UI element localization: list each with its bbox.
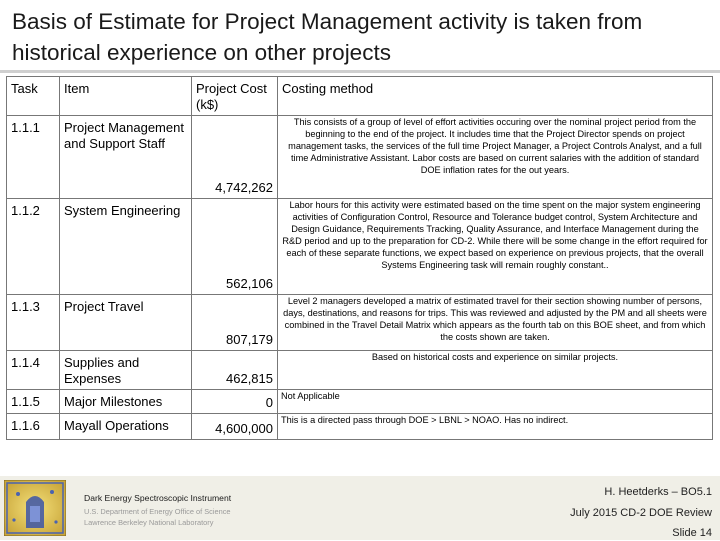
cost-cell: 0: [191, 389, 278, 414]
method-cell: Labor hours for this activity were estim…: [277, 198, 713, 295]
table-row: 1.1.4 Supplies and Expenses 462,815 Base…: [6, 350, 713, 390]
table-row: 1.1.2 System Engineering 562,106 Labor h…: [6, 198, 713, 295]
header-item: Item: [59, 76, 192, 116]
task-cell: 1.1.4: [6, 350, 60, 390]
boe-table: Task Item Project Cost (k$) Costing meth…: [6, 76, 713, 440]
cost-cell: 462,815: [191, 350, 278, 390]
table-row: 1.1.3 Project Travel 807,179 Level 2 man…: [6, 294, 713, 351]
slide-title: Basis of Estimate for Project Management…: [12, 9, 643, 65]
item-cell: Project Travel: [59, 294, 192, 351]
table-header-row: Task Item Project Cost (k$) Costing meth…: [6, 76, 713, 116]
title-divider: [0, 70, 720, 73]
item-cell: Project Management and Support Staff: [59, 115, 192, 199]
task-cell: 1.1.5: [6, 389, 60, 414]
method-cell: Not Applicable: [277, 389, 713, 414]
header-task: Task: [6, 76, 60, 116]
method-cell: Level 2 managers developed a matrix of e…: [277, 294, 713, 351]
instrument-name: Dark Energy Spectroscopic Instrument: [84, 493, 232, 503]
method-cell: Based on historical costs and experience…: [277, 350, 713, 390]
slide-number: Slide 14: [672, 527, 712, 539]
cost-cell: 807,179: [191, 294, 278, 351]
table-row: 1.1.5 Major Milestones 0 Not Applicable: [6, 389, 713, 414]
header-cost: Project Cost (k$): [191, 76, 278, 116]
desi-logo-icon: [3, 479, 67, 537]
task-cell: 1.1.3: [6, 294, 60, 351]
item-cell: Major Milestones: [59, 389, 192, 414]
method-cell: This consists of a group of level of eff…: [277, 115, 713, 199]
lab-name: Lawrence Berkeley National Laboratory: [84, 518, 214, 527]
cost-cell: 4,742,262: [191, 115, 278, 199]
department-name: U.S. Department of Energy Office of Scie…: [84, 507, 231, 516]
review-label: July 2015 CD-2 DOE Review: [570, 507, 712, 519]
cost-cell: 562,106: [191, 198, 278, 295]
item-cell: Supplies and Expenses: [59, 350, 192, 390]
task-cell: 1.1.2: [6, 198, 60, 295]
method-cell: This is a directed pass through DOE > LB…: [277, 413, 713, 440]
cost-cell: 4,600,000: [191, 413, 278, 440]
item-cell: System Engineering: [59, 198, 192, 295]
header-method: Costing method: [277, 76, 713, 116]
table-row: 1.1.6 Mayall Operations 4,600,000 This i…: [6, 413, 713, 440]
task-cell: 1.1.1: [6, 115, 60, 199]
item-cell: Mayall Operations: [59, 413, 192, 440]
task-cell: 1.1.6: [6, 413, 60, 440]
footer-band: [0, 476, 720, 540]
table-row: 1.1.1 Project Management and Support Sta…: [6, 115, 713, 199]
presenter-label: H. Heetderks – BO5.1: [604, 486, 712, 498]
